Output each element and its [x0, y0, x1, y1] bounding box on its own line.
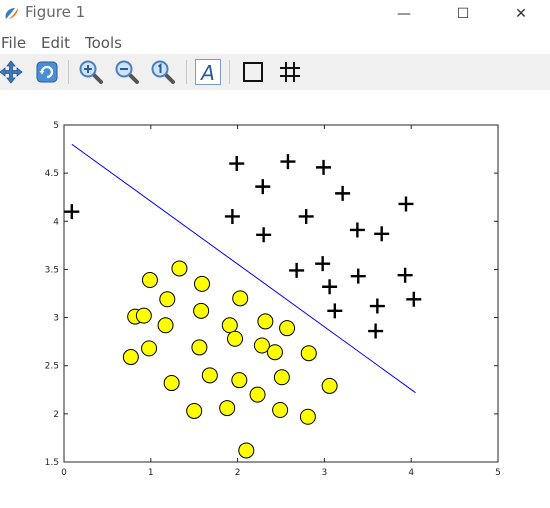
- negative-point: [163, 375, 180, 392]
- insert-text-label: A: [199, 61, 215, 85]
- negative-point: [238, 442, 255, 459]
- rotate-button[interactable]: [31, 57, 63, 87]
- positive-point: [368, 323, 384, 339]
- negative-point: [273, 369, 290, 386]
- positive-point: [398, 196, 414, 212]
- negative-point: [219, 400, 236, 417]
- pan-icon: [0, 60, 23, 84]
- positive-point: [350, 268, 366, 284]
- negative-point: [299, 408, 316, 425]
- positive-point: [255, 179, 271, 195]
- menu-file[interactable]: File: [1, 34, 27, 52]
- window-title: Figure 1: [25, 3, 86, 21]
- negative-point: [193, 302, 210, 319]
- positive-point: [316, 159, 332, 175]
- positive-point: [315, 256, 331, 272]
- negative-point: [201, 367, 218, 384]
- zoom-in-icon: [79, 60, 103, 84]
- negative-point: [141, 272, 158, 289]
- maximize-button[interactable]: ☐: [456, 6, 470, 22]
- negative-point: [257, 313, 274, 330]
- insert-box-icon: [243, 62, 263, 82]
- close-button[interactable]: ✕: [515, 6, 527, 22]
- toolbar-separator: [68, 60, 69, 84]
- negative-point: [231, 372, 248, 389]
- y-tick-label: 1.5: [45, 458, 59, 468]
- negative-point: [221, 317, 238, 334]
- y-tick-label: 3.5: [45, 265, 59, 275]
- positive-point: [289, 262, 305, 278]
- positive-point: [224, 208, 240, 224]
- y-tick-label: 4: [53, 217, 59, 227]
- negative-point: [321, 377, 338, 394]
- menu-edit[interactable]: Edit: [41, 34, 71, 52]
- negative-point: [141, 340, 158, 357]
- minimize-button[interactable]: —: [397, 6, 411, 22]
- pan-button[interactable]: [0, 57, 27, 87]
- positive-point: [298, 208, 314, 224]
- positive-point: [406, 291, 422, 307]
- rotate-icon: [36, 61, 58, 83]
- x-tick-label: 5: [495, 468, 501, 478]
- negative-point: [171, 260, 188, 277]
- positive-point: [335, 185, 351, 201]
- x-tick-label: 3: [322, 468, 328, 478]
- app-icon: [5, 8, 18, 19]
- positive-point: [280, 154, 296, 170]
- negative-point: [232, 290, 249, 307]
- positive-point: [369, 298, 385, 314]
- toggle-grid-icon: [280, 62, 300, 82]
- negative-point: [253, 337, 270, 354]
- toolbar: A: [0, 54, 550, 90]
- positive-point: [256, 227, 272, 243]
- insert-text-icon: A: [195, 59, 221, 85]
- x-tick-label: 1: [148, 468, 154, 478]
- negative-point: [266, 344, 283, 361]
- positive-point: [327, 303, 343, 319]
- menu-tools[interactable]: Tools: [85, 34, 122, 52]
- zoom-reset-icon: [151, 60, 175, 84]
- negative-point: [135, 307, 152, 324]
- negative-point: [191, 339, 208, 356]
- positive-point: [349, 222, 365, 238]
- y-tick-label: 2: [53, 410, 59, 420]
- insert-box-button[interactable]: [237, 57, 269, 87]
- zoom-reset-button[interactable]: [147, 57, 179, 87]
- positive-point: [397, 267, 413, 283]
- insert-text-button[interactable]: A: [192, 57, 224, 87]
- negative-point: [194, 275, 211, 292]
- positive-point: [64, 204, 80, 220]
- negative-point: [279, 320, 296, 337]
- negative-point: [186, 402, 203, 419]
- x-tick-label: 2: [235, 468, 241, 478]
- zoom-out-icon: [115, 60, 139, 84]
- decision-boundary-line: [71, 143, 416, 394]
- negative-point: [157, 317, 174, 334]
- negative-point: [300, 345, 317, 362]
- zoom-in-button[interactable]: [75, 57, 107, 87]
- toolbar-separator: [186, 60, 187, 84]
- toolbar-separator: [229, 60, 230, 84]
- negative-point: [122, 349, 139, 366]
- negative-point: [226, 330, 243, 347]
- zoom-out-button[interactable]: [111, 57, 143, 87]
- scatter-plot[interactable]: 0 1 2 3 4 5 1.5 2 2.5 3 3.5 4 4.5 5: [0, 92, 550, 504]
- y-tick-label: 5: [53, 121, 59, 131]
- negative-point: [249, 386, 266, 403]
- title-bar: Figure 1 — ☐ ✕: [0, 0, 550, 28]
- positive-point: [374, 226, 390, 242]
- y-tick-label: 4.5: [45, 169, 59, 179]
- y-tick-label: 3: [53, 314, 59, 324]
- toggle-grid-button[interactable]: [274, 57, 306, 87]
- negative-point: [272, 402, 289, 419]
- positive-point: [322, 279, 338, 295]
- x-tick-label: 4: [408, 468, 414, 478]
- negative-point: [159, 291, 176, 308]
- y-tick-label: 2.5: [45, 362, 59, 372]
- x-tick-label: 0: [61, 468, 67, 478]
- menu-bar: File Edit Tools: [0, 30, 550, 54]
- positive-point: [229, 156, 245, 172]
- figure-canvas: 0 1 2 3 4 5 1.5 2 2.5 3 3.5 4 4.5 5: [0, 92, 550, 504]
